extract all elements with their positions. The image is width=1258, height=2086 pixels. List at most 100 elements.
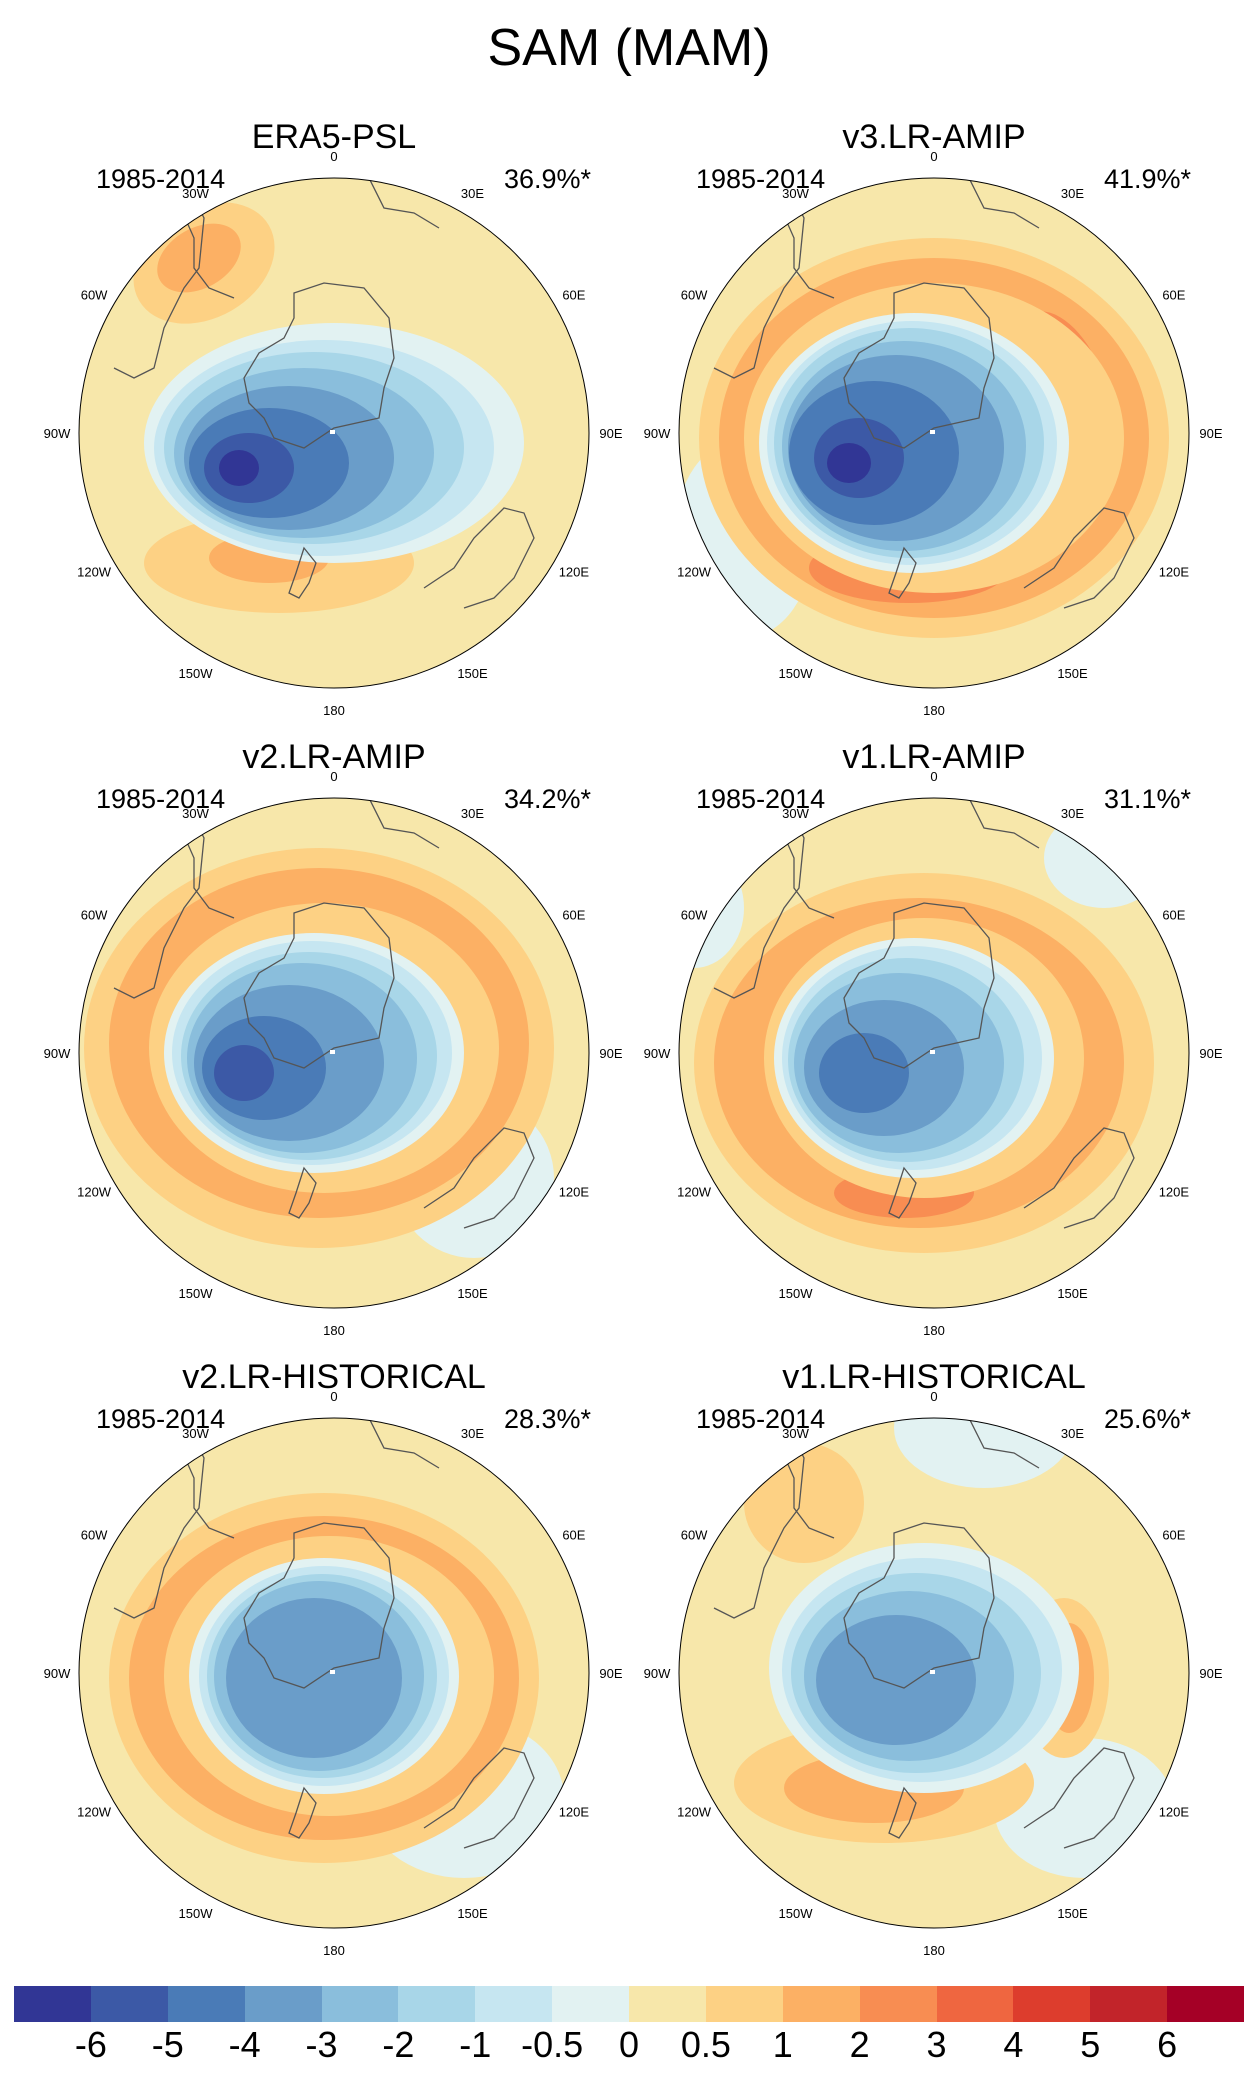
colorbar: [14, 1986, 1244, 2022]
contour-region: [894, 1418, 1074, 1488]
explained-variance-label: 41.9%*: [1104, 164, 1192, 194]
figure-title: SAM (MAM): [487, 19, 771, 77]
map-boundary: [678, 797, 1190, 1309]
map-panel: 0 30E 60E 90E 120E 150E 180 150W 120W 90W 60W 30W v2…: [34, 738, 634, 1358]
coastline: [888, 1166, 917, 1219]
longitude-label: 150E: [1057, 666, 1088, 681]
colorbar-tick-label: 1: [772, 2024, 793, 2065]
contour-region: [226, 1598, 402, 1758]
contour-region: [214, 1045, 274, 1101]
explained-variance-label: 28.3%*: [504, 1404, 592, 1434]
period-label: 1985-2014: [96, 784, 226, 814]
longitude-label: 150W: [179, 1906, 214, 1921]
colorbar-tick-label: 4: [1003, 2024, 1024, 2065]
colorbar-tick-label: -4: [228, 2024, 261, 2065]
longitude-label: 30W: [782, 806, 809, 821]
explained-variance-label: 36.9%*: [504, 164, 592, 194]
colorbar-tick-label: 5: [1080, 2024, 1101, 2065]
longitude-label: 90W: [644, 426, 671, 441]
longitude-label: 150W: [779, 1286, 814, 1301]
explained-variance-label: 25.6%*: [1104, 1404, 1192, 1434]
colorbar-tick-label: 6: [1157, 2024, 1178, 2065]
colorbar-swatch: [244, 1986, 322, 2022]
contour-region: [819, 1033, 909, 1113]
colorbar-tick-label: -2: [382, 2024, 415, 2065]
panel-title: v3.LR-AMIP: [842, 118, 1026, 156]
coastline: [288, 546, 317, 599]
colorbar-swatch: [321, 1986, 399, 2022]
coastline: [423, 1747, 535, 1849]
longitude-label: 90W: [44, 1046, 71, 1061]
longitude-label: 0: [930, 149, 937, 164]
polar-map: 0 30E 60E 90E 120E 150E 180 150W 120W 90W 60W 30W: [44, 1389, 623, 1958]
coastline: [963, 1418, 1040, 1469]
longitude-label: 60E: [562, 1528, 585, 1543]
coastline: [843, 282, 995, 449]
longitude-label: 30W: [182, 186, 209, 201]
contour-region: [219, 450, 259, 486]
colorbar-tick-label: -6: [74, 2024, 107, 2065]
south-pole-marker: [930, 1670, 935, 1674]
coastline: [423, 1127, 535, 1229]
coastline: [963, 178, 1040, 229]
longitude-label: 150W: [779, 666, 814, 681]
longitude-label: 0: [930, 1389, 937, 1404]
colorbar-tick-label: 0.5: [680, 2024, 731, 2065]
longitude-label: 0: [330, 149, 337, 164]
polar-map: 0 30E 60E 90E 120E 150E 180 150W 120W 90W 60W 30W: [44, 149, 623, 718]
longitude-label: 90E: [599, 1046, 622, 1061]
coastline: [843, 902, 995, 1069]
longitude-label: 90E: [1199, 1666, 1222, 1681]
panel-title: v2.LR-AMIP: [242, 738, 426, 776]
longitude-label: 150E: [1057, 1286, 1088, 1301]
map-panel: 0 30E 60E 90E 120E 150E 180 150W 120W 90W 60W 30W v2…: [34, 1358, 634, 1978]
longitude-label: 60W: [81, 1528, 108, 1543]
south-pole-marker: [330, 430, 335, 434]
coastline: [113, 798, 205, 999]
colorbar-tick-label: 2: [849, 2024, 870, 2065]
longitude-label: 60W: [681, 288, 708, 303]
coastline: [288, 1166, 317, 1219]
longitude-label: 60E: [1162, 288, 1185, 303]
map-boundary: [678, 1417, 1190, 1929]
coastline: [713, 1418, 805, 1619]
explained-variance-label: 34.2%*: [504, 784, 592, 814]
longitude-label: 60W: [681, 908, 708, 923]
longitude-label: 30W: [782, 186, 809, 201]
colorbar-swatch: [782, 1986, 860, 2022]
longitude-label: 150E: [457, 1286, 488, 1301]
longitude-label: 30W: [782, 1426, 809, 1441]
contour-region: [827, 443, 871, 483]
coastline: [423, 507, 535, 609]
longitude-label: 120W: [677, 1185, 712, 1200]
colorbar-swatch: [1013, 1986, 1091, 2022]
longitude-label: 150E: [1057, 1906, 1088, 1921]
polar-map: 0 30E 60E 90E 120E 150E 180 150W 120W 90W 60W 30W: [644, 769, 1223, 1338]
longitude-label: 30E: [461, 186, 484, 201]
coastline: [243, 1522, 395, 1689]
south-pole-marker: [330, 1670, 335, 1674]
longitude-label: 120W: [77, 1805, 112, 1820]
map-boundary: [78, 797, 590, 1309]
south-pole-marker: [930, 430, 935, 434]
coastline: [288, 1786, 317, 1839]
longitude-label: 30E: [1061, 806, 1084, 821]
longitude-label: 90W: [44, 1666, 71, 1681]
contour-region: [157, 223, 241, 293]
colorbar-swatch: [705, 1986, 783, 2022]
colorbar-swatch: [90, 1986, 168, 2022]
longitude-label: 30E: [461, 806, 484, 821]
longitude-label: 0: [330, 1389, 337, 1404]
longitude-label: 180: [323, 703, 345, 718]
panel-title: v2.LR-HISTORICAL: [182, 1358, 486, 1396]
longitude-label: 120E: [559, 1805, 590, 1820]
colorbar-tick-label: -5: [151, 2024, 184, 2065]
coastline: [888, 1786, 917, 1839]
longitude-label: 150W: [179, 1286, 214, 1301]
colorbar-swatch: [936, 1986, 1014, 2022]
colorbar-swatch: [859, 1986, 937, 2022]
longitude-label: 30E: [461, 1426, 484, 1441]
longitude-label: 120E: [559, 565, 590, 580]
explained-variance-label: 31.1%*: [1104, 784, 1192, 814]
polar-map: 0 30E 60E 90E 120E 150E 180 150W 120W 90W 60W 30W: [644, 1389, 1223, 1958]
